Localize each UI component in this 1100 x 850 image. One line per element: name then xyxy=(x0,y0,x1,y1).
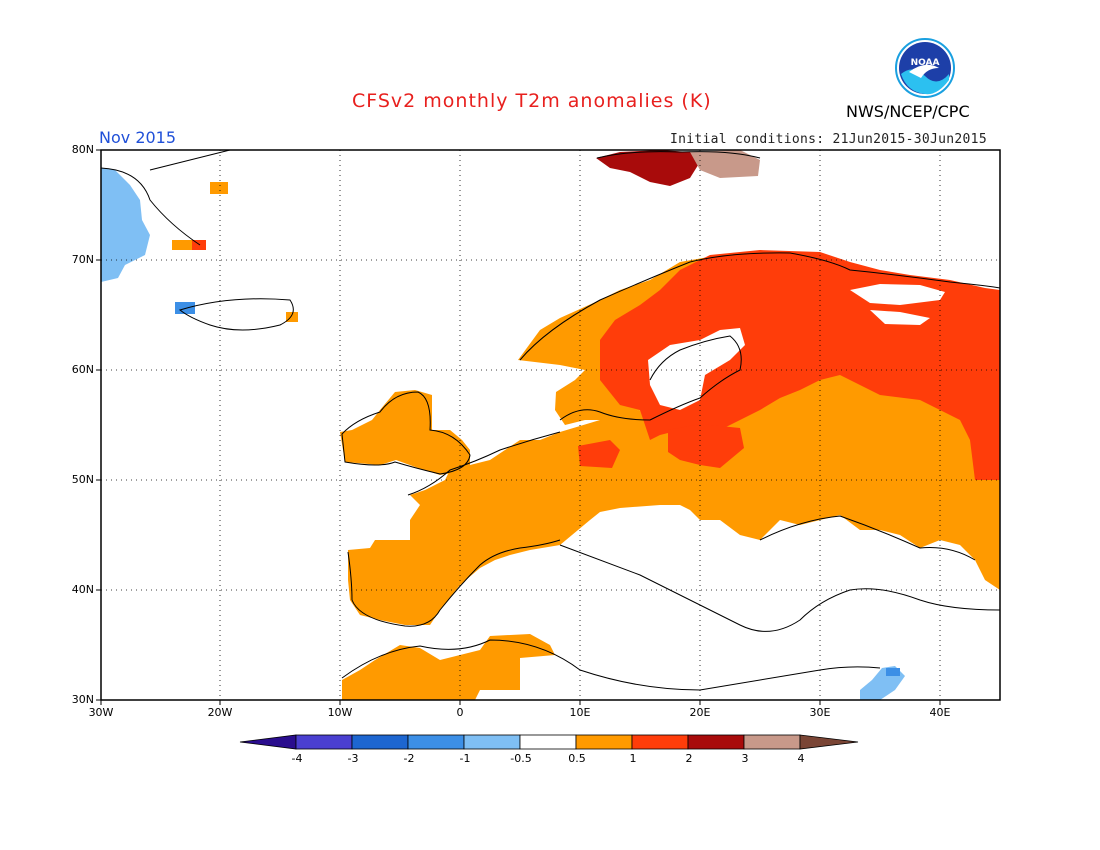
axis-ticks xyxy=(96,149,941,705)
colorbar-segment xyxy=(407,734,465,750)
colorbar-label: -4 xyxy=(291,752,303,765)
iceland-warm-patch xyxy=(286,312,298,322)
colorbar-segment xyxy=(743,734,801,750)
agency-label: NWS/NCEP/CPC xyxy=(846,102,970,121)
forecast-period: Nov 2015 xyxy=(99,128,177,147)
colorbar-label: -2 xyxy=(403,752,415,765)
lon-label-20w: 20W xyxy=(207,706,233,719)
lon-label-40e: 40E xyxy=(929,706,951,719)
baltic-no-anomaly xyxy=(648,328,745,410)
lon-label-10e: 10E xyxy=(569,706,591,719)
lat-label-50n: 50N xyxy=(71,473,94,486)
colorbar-segment xyxy=(631,734,689,750)
anomaly-region-central-red xyxy=(578,440,620,468)
colorbar-arrow-high xyxy=(799,734,859,750)
colorbar xyxy=(239,734,859,750)
anomaly-region-russia-red xyxy=(600,250,1000,480)
greenland-warm-patch-2 xyxy=(172,240,192,250)
map-title: CFSv2 monthly T2m anomalies (K) xyxy=(352,90,712,112)
greenland-red-patch xyxy=(192,240,206,250)
graticule xyxy=(101,150,1000,700)
colorbar-arrow-low xyxy=(239,734,297,750)
lon-label-10w: 10W xyxy=(327,706,353,719)
anomaly-region-poland-red xyxy=(668,424,744,468)
coastlines xyxy=(101,150,1000,691)
lon-label-30w: 30W xyxy=(88,706,114,719)
levant-cool-core xyxy=(886,668,900,676)
anomaly-region-west-europe xyxy=(348,352,1000,625)
colorbar-segment xyxy=(687,734,745,750)
svg-text:NOAA: NOAA xyxy=(911,58,940,68)
anomaly-region-british-isles xyxy=(340,390,470,475)
colorbar-label: 2 xyxy=(685,752,693,765)
lat-label-40n: 40N xyxy=(71,583,94,596)
noaa-logo: NOAA xyxy=(895,38,955,98)
anomaly-region-svalbard xyxy=(596,150,700,186)
lon-label-0: 0 xyxy=(456,706,464,719)
anomaly-region-svalbard-rose xyxy=(690,150,760,178)
colorbar-label: -1 xyxy=(459,752,471,765)
lon-label-20e: 20E xyxy=(689,706,711,719)
lat-label-60n: 60N xyxy=(71,363,94,376)
colorbar-segment xyxy=(575,734,633,750)
colorbar-label: 1 xyxy=(629,752,637,765)
lat-label-70n: 70N xyxy=(71,253,94,266)
map-frame xyxy=(100,149,1001,701)
greenland-warm-patch xyxy=(210,182,228,194)
colorbar-label: 3 xyxy=(741,752,749,765)
kola-no-anomaly xyxy=(850,284,945,305)
colorbar-segment xyxy=(519,734,577,750)
lat-label-80n: 80N xyxy=(71,143,94,156)
initial-conditions: Initial conditions: 21Jun2015-30Jun2015 xyxy=(670,132,987,147)
iceland-cool-patch xyxy=(175,302,195,314)
lon-label-30e: 30E xyxy=(809,706,831,719)
lat-label-30n: 30N xyxy=(71,693,94,706)
colorbar-segment xyxy=(463,734,521,750)
colorbar-label: -0.5 xyxy=(510,752,532,765)
anomaly-region-greenland-cool xyxy=(101,168,150,282)
kola-no-anomaly-2 xyxy=(870,310,930,325)
colorbar-segment xyxy=(351,734,409,750)
colorbar-label: -3 xyxy=(347,752,359,765)
colorbar-segment xyxy=(295,734,353,750)
colorbar-label: 4 xyxy=(797,752,805,765)
colorbar-label: 0.5 xyxy=(568,752,586,765)
